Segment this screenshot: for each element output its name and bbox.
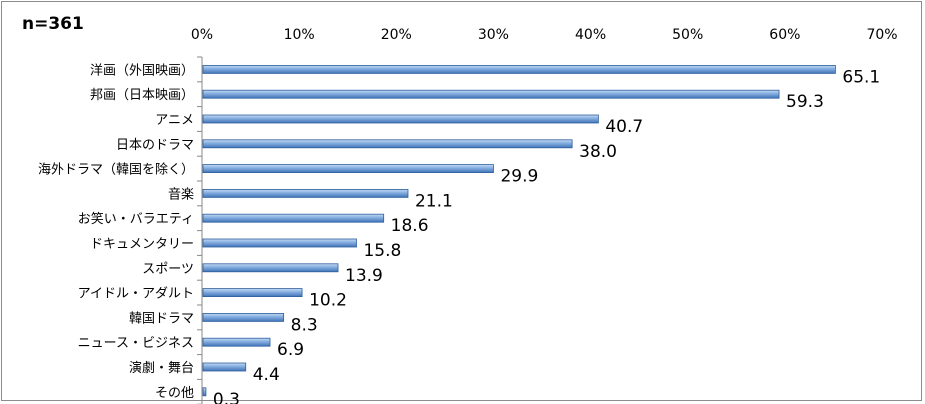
- category-label: スポーツ: [142, 262, 194, 277]
- category-label: 洋画（外国映画）: [90, 63, 194, 78]
- bar: [202, 288, 303, 298]
- value-label: 15.8: [363, 241, 401, 261]
- category-label: アニメ: [155, 113, 194, 128]
- x-tick-label: 10%: [284, 27, 315, 43]
- bar: [202, 164, 494, 174]
- value-label: 18.6: [391, 216, 429, 236]
- bar: [202, 188, 409, 198]
- category-label: ドキュメンタリー: [90, 237, 194, 252]
- value-label: 65.1: [842, 67, 880, 87]
- bar: [202, 238, 357, 248]
- bar: [202, 139, 573, 149]
- category-label: お笑い・バラエティ: [78, 211, 194, 227]
- bar: [202, 387, 207, 397]
- value-label: 13.9: [345, 266, 383, 286]
- bar: [202, 263, 339, 273]
- category-label: 韓国ドラマ: [129, 311, 194, 326]
- bar: [202, 312, 285, 322]
- x-tick-label: 40%: [575, 27, 606, 43]
- value-label: 29.9: [500, 167, 538, 187]
- x-tick-label: 0%: [191, 27, 213, 43]
- category-label: その他: [155, 386, 194, 401]
- value-label: 8.3: [291, 315, 318, 335]
- category-label: アイドル・アダルト: [78, 287, 194, 302]
- bar: [202, 89, 780, 99]
- category-label: 邦画（日本映画）: [90, 88, 194, 103]
- value-label: 21.1: [415, 191, 453, 211]
- value-label: 59.3: [786, 92, 824, 112]
- value-label: 4.4: [253, 365, 280, 385]
- category-label: 海外ドラマ（韓国を除く）: [38, 163, 194, 178]
- x-tick-label: 50%: [672, 27, 703, 43]
- bar: [202, 114, 599, 124]
- bar: [202, 65, 836, 74]
- bar: [202, 362, 247, 372]
- category-label: ニュース・ビジネス: [78, 336, 194, 351]
- value-label: 38.0: [579, 142, 617, 162]
- value-label: 6.9: [277, 340, 304, 360]
- value-label: 40.7: [605, 117, 643, 137]
- x-tick-label: 30%: [478, 27, 509, 43]
- bar: [202, 213, 385, 223]
- x-tick-label: 70%: [866, 27, 897, 43]
- x-tick-label: 20%: [381, 27, 412, 43]
- sample-size-label: n=361: [22, 14, 84, 34]
- category-label: 日本のドラマ: [116, 138, 194, 153]
- category-label: 演劇・舞台: [129, 360, 194, 376]
- category-label: 音楽: [168, 186, 194, 202]
- value-label: 10.2: [309, 291, 347, 311]
- bar: [202, 337, 271, 347]
- x-tick-label: 60%: [769, 27, 800, 43]
- value-label: 0.3: [213, 390, 240, 404]
